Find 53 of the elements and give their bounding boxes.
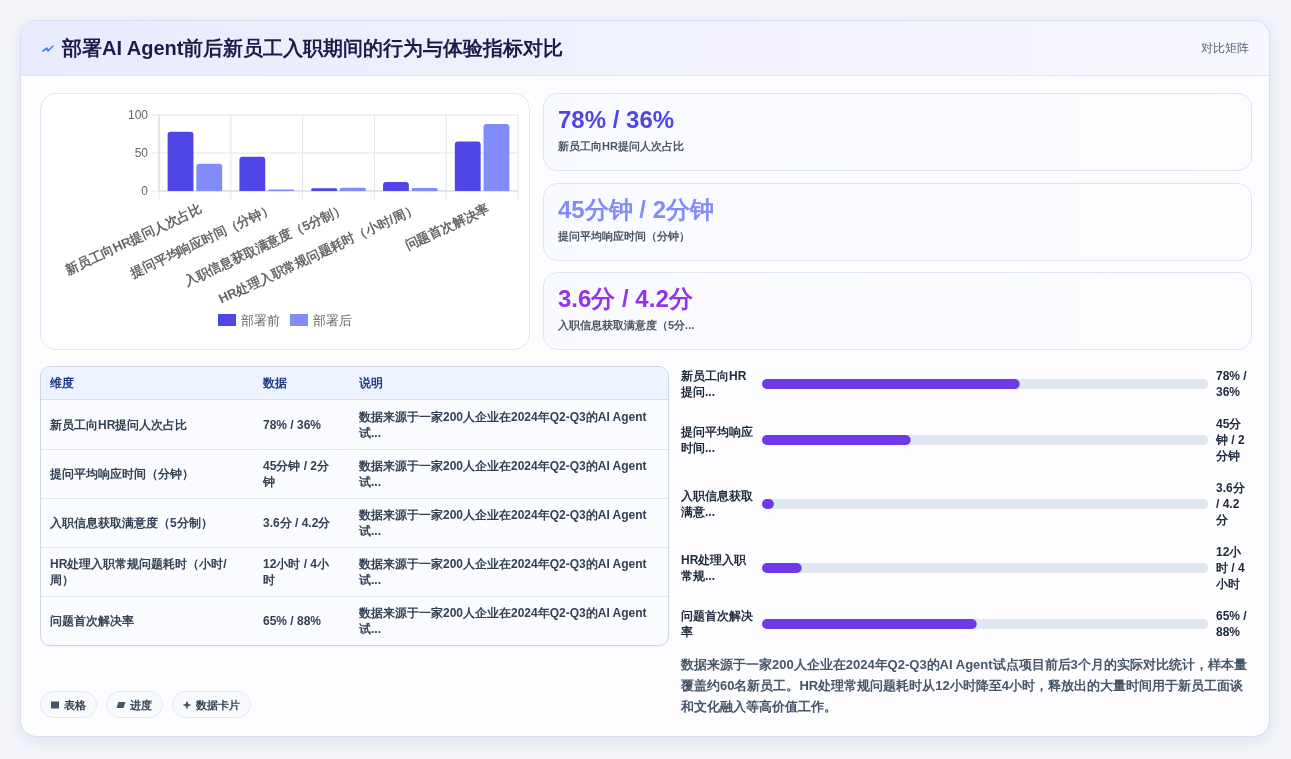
text: HR处理入职常规问题耗时（小时/周） [50,557,227,587]
text: 78% / 36% [263,417,322,432]
text: 入职信息获取满意度（5分制） [50,516,213,530]
text: 数据来源于一家200人企业在2024年Q2-Q3的AI Agent试... [359,459,647,489]
y-tick-label: 问题首次解决率 [681,608,754,640]
bar [339,187,366,191]
text: 数据卡片 [196,697,240,712]
category-label: 说明 [359,375,383,391]
bar [167,131,194,191]
text: 进度 [130,697,152,712]
y-tick-label: 0 [141,184,149,198]
text: 3.6分 / 4.2分 [558,284,693,314]
text: 65% / 88% [263,614,322,628]
data-label: 45分钟 / 2分钟 [1216,416,1246,464]
text: 12小时 / 4小时 [263,557,330,587]
text: 数据来源于一家200人企业在2024年Q2-Q3的AI Agent试点项目前后3个月的实际对比统计，样本量覆盖约60名新员工。HR处理常规问题耗时从12小时降至4小时，释放出的大量时间用于新员工面谈和文化融入等高价值工作。 [681,656,1248,716]
data-label: 65% / 88% [1216,608,1248,640]
text: 表格 [64,697,86,712]
y-tick-label: 100 [127,108,149,122]
text: 部署AI Agent前后新员工入职期间的行为与体验指标对比 [62,36,564,61]
category-label: 数据 [263,375,287,391]
y-tick-label: 入职信息获取满意... [681,488,754,520]
text: 数据来源于一家200人企业在2024年Q2-Q3的AI Agent试... [359,557,647,587]
y-tick-label: HR处理入职常规... [681,552,748,584]
text: 数据来源于一家200人企业在2024年Q2-Q3的AI Agent试... [359,409,647,440]
y-tick-label: 新员工向HR提问... [681,368,748,400]
text: 78% / 36% [558,105,675,135]
bar [239,156,266,191]
text: 数据来源于一家200人企业在2024年Q2-Q3的AI Agent试... [359,606,647,636]
text: 入职信息获取满意度（5分... [558,318,695,332]
bar [483,124,510,191]
bar [196,163,223,191]
text: 数据来源于一家200人企业在2024年Q2-Q3的AI Agent试... [359,508,647,538]
legend-label: 部署后 [313,312,352,328]
text: 提问平均响应时间（分钟） [50,467,194,481]
data-label: 78% / 36% [1216,368,1248,400]
legend-label: 部署前 [241,312,280,328]
data-label: 3.6分 / 4.2分 [1216,480,1246,528]
category-label: 维度 [50,375,74,391]
text: 45分钟 / 2分钟 [263,459,330,489]
y-tick-label: 提问平均响应时间... [681,424,754,456]
bar [454,141,481,191]
text: 对比矩阵 [1201,40,1249,56]
text: 问题首次解决率 [50,614,134,628]
y-tick-label: 50 [134,146,149,160]
text: 45分钟 / 2分钟 [558,194,715,225]
bar [411,187,438,191]
bar [383,181,409,191]
bar [311,188,338,191]
text: 新员工向HR提问人次占比 [558,139,684,153]
text: 3.6分 / 4.2分 [263,516,331,530]
data-label: 12小时 / 4小时 [1216,544,1246,592]
text: 新员工向HR提问人次占比 [50,417,188,432]
